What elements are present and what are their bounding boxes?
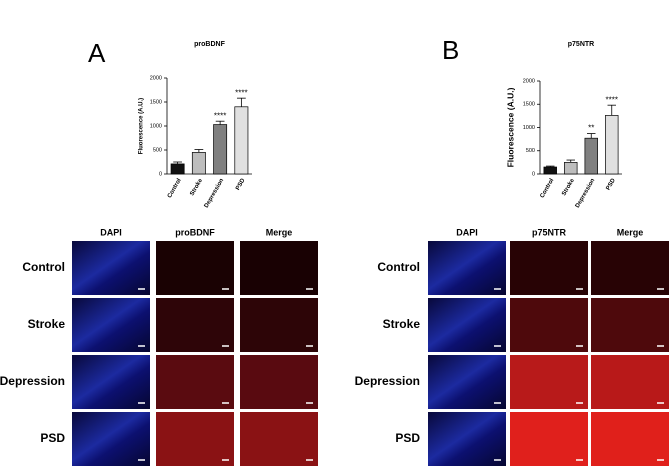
- y-tick-label: 0: [532, 171, 535, 177]
- micrograph: [428, 241, 506, 295]
- row-label: Control: [22, 260, 65, 274]
- bar: [191, 152, 206, 175]
- micrograph: [428, 412, 506, 466]
- y-tick-label: 0: [159, 171, 162, 177]
- micrograph-overlay: [591, 412, 669, 466]
- row-label: Depression: [355, 374, 420, 388]
- significance: ****: [235, 88, 247, 97]
- bar: [543, 166, 557, 175]
- bar: [605, 115, 619, 175]
- x-tick-label: Stroke: [189, 177, 204, 197]
- significance: **: [588, 124, 594, 133]
- significance: ****: [606, 95, 618, 104]
- micrograph-overlay: [240, 298, 318, 352]
- y-tick-label: 1500: [523, 102, 535, 108]
- x-tick-label: PSD: [605, 177, 617, 191]
- column-header: p75NTR: [532, 227, 567, 237]
- y-tick-label: 1000: [150, 123, 162, 129]
- micrograph-overlay: [591, 241, 669, 295]
- micrograph-overlay: [240, 241, 318, 295]
- micrograph: [428, 355, 506, 409]
- column-header: DAPI: [456, 227, 478, 237]
- bar: [170, 163, 185, 175]
- y-tick-label: 1500: [150, 99, 162, 105]
- row-label: Control: [377, 260, 420, 274]
- x-tick-label: Stroke: [561, 177, 576, 197]
- y-tick-label: 2000: [150, 75, 162, 81]
- micrograph: [72, 355, 150, 409]
- row-label: PSD: [40, 431, 65, 445]
- row-label: Depression: [0, 374, 65, 388]
- micrograph: [156, 298, 234, 352]
- micrograph: [510, 241, 588, 295]
- micrograph: [510, 298, 588, 352]
- significance: ****: [214, 111, 226, 120]
- bar: [234, 106, 249, 175]
- micrograph: [510, 355, 588, 409]
- row-label: Stroke: [28, 317, 66, 331]
- bar: [213, 124, 228, 175]
- x-tick-label: Depression: [575, 178, 597, 210]
- micrograph: [156, 355, 234, 409]
- micrograph: [72, 298, 150, 352]
- micrograph: [72, 412, 150, 466]
- micrograph: [72, 241, 150, 295]
- y-axis-label: Fluorescence (A.U.): [139, 98, 145, 154]
- x-tick-label: Control: [167, 178, 183, 200]
- chart-title: p75NTR: [568, 41, 594, 48]
- micrograph: [428, 298, 506, 352]
- y-tick-label: 1000: [523, 125, 535, 131]
- micrograph-overlay: [240, 355, 318, 409]
- x-tick-label: Control: [539, 178, 555, 200]
- x-tick-label: Depression: [204, 178, 226, 210]
- y-axis-label: Fluorescence (A.U.): [505, 87, 515, 167]
- row-label: Stroke: [383, 317, 421, 331]
- panel-letter: A: [88, 38, 106, 68]
- y-tick-label: 500: [526, 148, 535, 154]
- panel-letter: B: [442, 35, 459, 65]
- micrograph-overlay: [591, 355, 669, 409]
- micrograph: [156, 412, 234, 466]
- x-tick-label: PSD: [235, 177, 247, 191]
- micrograph: [156, 241, 234, 295]
- y-tick-label: 2000: [523, 78, 535, 84]
- bar: [564, 162, 578, 175]
- column-header: Merge: [617, 227, 644, 237]
- bar: [584, 137, 598, 175]
- y-tick-label: 500: [153, 147, 162, 153]
- chart-title: proBDNF: [194, 41, 225, 48]
- column-header: DAPI: [100, 227, 122, 237]
- micrograph: [510, 412, 588, 466]
- row-label: PSD: [395, 431, 420, 445]
- micrograph-overlay: [240, 412, 318, 466]
- column-header: proBDNF: [175, 227, 215, 237]
- column-header: Merge: [266, 227, 293, 237]
- micrograph-overlay: [591, 298, 669, 352]
